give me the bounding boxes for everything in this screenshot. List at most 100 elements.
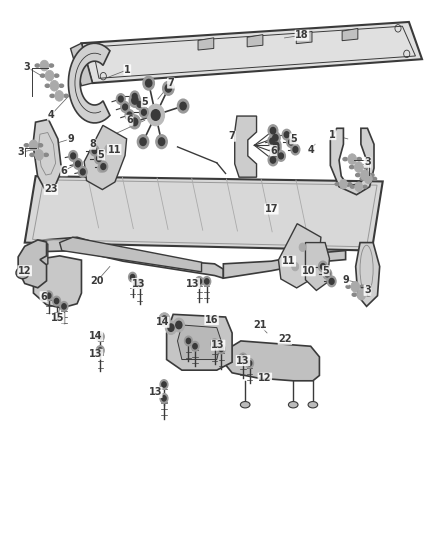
Ellipse shape <box>40 74 45 77</box>
Text: 11: 11 <box>282 256 296 266</box>
Text: 1: 1 <box>124 65 131 75</box>
Circle shape <box>351 281 360 292</box>
Circle shape <box>325 271 330 277</box>
Ellipse shape <box>350 185 354 188</box>
Polygon shape <box>33 256 81 308</box>
Text: 13: 13 <box>212 340 225 350</box>
Circle shape <box>247 361 252 366</box>
Ellipse shape <box>360 285 364 288</box>
Circle shape <box>348 154 357 165</box>
Polygon shape <box>342 28 358 41</box>
Text: 5: 5 <box>290 134 297 144</box>
Circle shape <box>354 162 363 172</box>
Circle shape <box>140 107 148 118</box>
Circle shape <box>99 161 108 172</box>
Polygon shape <box>296 31 312 44</box>
Circle shape <box>327 276 336 287</box>
Circle shape <box>151 110 160 120</box>
Text: 16: 16 <box>205 314 218 325</box>
Circle shape <box>97 164 104 173</box>
Circle shape <box>165 85 171 92</box>
Circle shape <box>132 96 138 104</box>
Ellipse shape <box>373 177 377 180</box>
Ellipse shape <box>50 94 54 98</box>
Circle shape <box>129 272 137 282</box>
Text: 7: 7 <box>229 131 236 141</box>
Circle shape <box>76 161 81 167</box>
Ellipse shape <box>350 165 354 168</box>
Circle shape <box>203 277 211 286</box>
Circle shape <box>138 135 149 149</box>
Text: 21: 21 <box>253 320 266 330</box>
Circle shape <box>131 91 139 102</box>
Text: 14: 14 <box>89 330 102 341</box>
Polygon shape <box>60 237 201 272</box>
Circle shape <box>211 339 219 349</box>
Circle shape <box>284 132 289 138</box>
Polygon shape <box>81 22 422 83</box>
Circle shape <box>162 395 166 401</box>
Circle shape <box>272 140 281 151</box>
Polygon shape <box>27 237 223 278</box>
Polygon shape <box>356 243 380 306</box>
Polygon shape <box>223 341 319 381</box>
Circle shape <box>121 102 130 112</box>
Circle shape <box>54 298 59 304</box>
Circle shape <box>53 296 60 306</box>
Circle shape <box>268 154 278 166</box>
Circle shape <box>329 278 334 284</box>
Circle shape <box>195 277 203 286</box>
Circle shape <box>137 101 142 107</box>
Circle shape <box>138 281 142 286</box>
Circle shape <box>293 147 298 152</box>
Circle shape <box>131 274 135 280</box>
Circle shape <box>318 261 327 272</box>
Text: 6: 6 <box>40 292 47 302</box>
Circle shape <box>60 302 68 311</box>
Circle shape <box>355 182 363 191</box>
Text: 13: 13 <box>89 349 102 359</box>
Circle shape <box>289 139 293 145</box>
Ellipse shape <box>288 401 298 408</box>
Ellipse shape <box>44 154 48 157</box>
Ellipse shape <box>357 158 361 161</box>
Circle shape <box>147 104 164 126</box>
Polygon shape <box>71 43 92 86</box>
Polygon shape <box>330 128 374 195</box>
Circle shape <box>273 134 278 141</box>
Circle shape <box>118 96 123 102</box>
Ellipse shape <box>59 84 64 87</box>
Circle shape <box>246 359 254 368</box>
Polygon shape <box>247 35 263 47</box>
Polygon shape <box>68 43 110 123</box>
Circle shape <box>176 321 182 329</box>
Polygon shape <box>279 224 321 288</box>
Circle shape <box>273 150 278 156</box>
Ellipse shape <box>16 267 29 279</box>
Circle shape <box>131 118 138 126</box>
Circle shape <box>35 150 43 160</box>
Circle shape <box>270 157 276 163</box>
Circle shape <box>212 341 217 346</box>
Circle shape <box>360 169 369 180</box>
Text: 8: 8 <box>89 139 96 149</box>
Circle shape <box>90 146 99 156</box>
Circle shape <box>268 125 278 136</box>
Polygon shape <box>25 176 383 251</box>
Circle shape <box>270 138 275 144</box>
Polygon shape <box>198 38 214 50</box>
Circle shape <box>162 382 166 387</box>
Circle shape <box>135 99 144 110</box>
Text: 6: 6 <box>270 146 277 156</box>
Text: 23: 23 <box>44 184 58 195</box>
Circle shape <box>193 344 197 349</box>
Circle shape <box>78 166 87 177</box>
Polygon shape <box>305 243 329 290</box>
Ellipse shape <box>64 94 68 98</box>
Circle shape <box>125 110 134 120</box>
Circle shape <box>95 154 103 164</box>
Circle shape <box>105 144 112 153</box>
Text: 11: 11 <box>107 144 121 155</box>
Text: 22: 22 <box>278 334 292 344</box>
Circle shape <box>159 138 165 146</box>
